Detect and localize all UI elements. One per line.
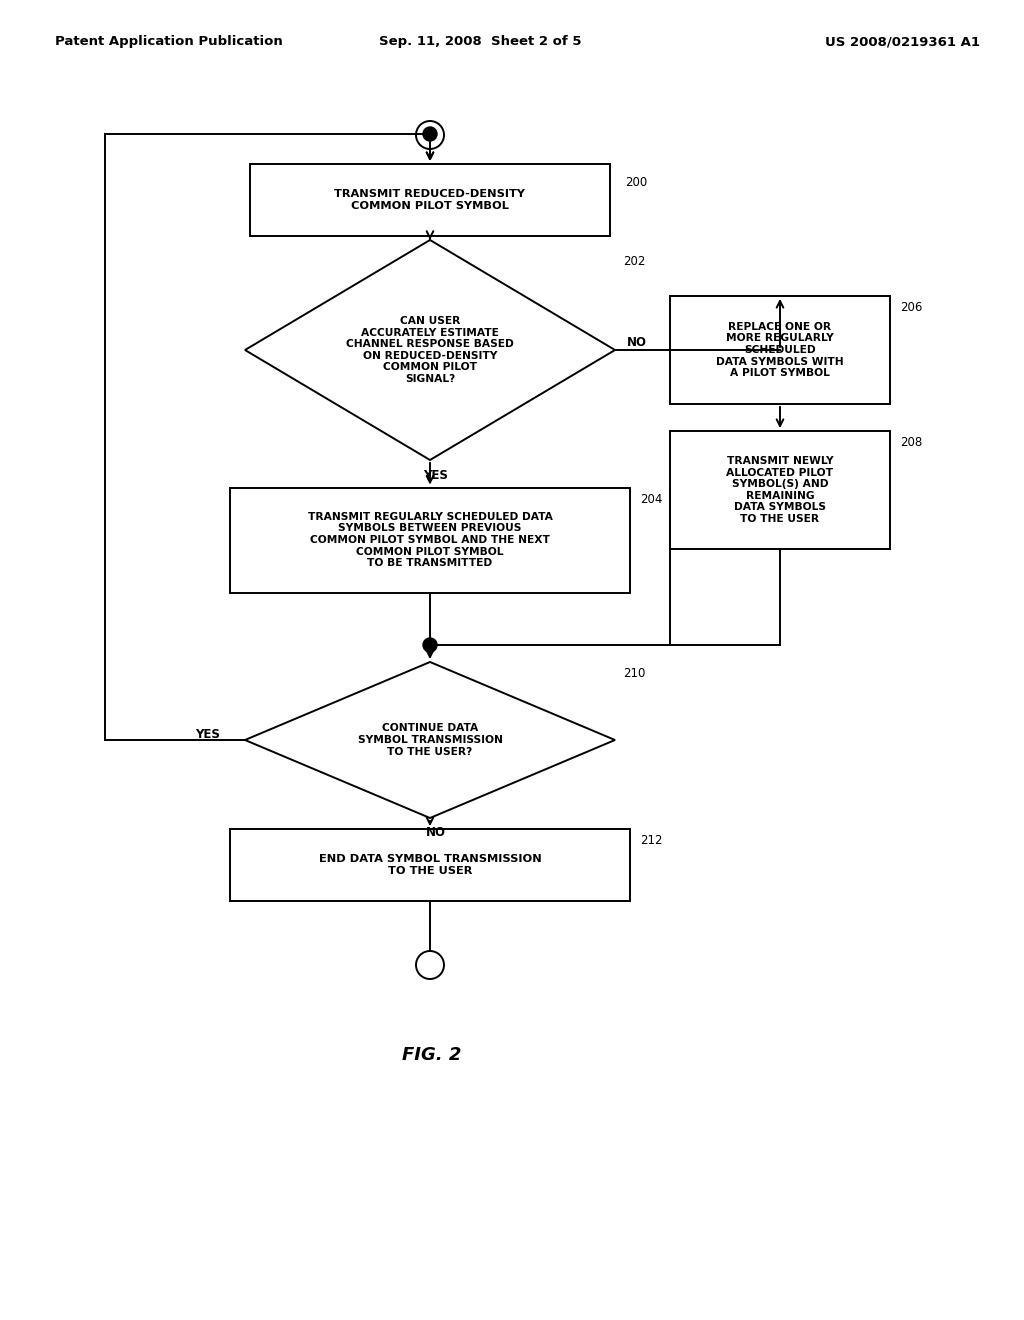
Polygon shape: [245, 663, 615, 818]
FancyBboxPatch shape: [230, 487, 630, 593]
Text: 210: 210: [623, 667, 645, 680]
Text: 206: 206: [900, 301, 923, 314]
Circle shape: [423, 127, 437, 141]
Text: Sep. 11, 2008  Sheet 2 of 5: Sep. 11, 2008 Sheet 2 of 5: [379, 36, 582, 49]
Text: US 2008/0219361 A1: US 2008/0219361 A1: [825, 36, 980, 49]
Circle shape: [416, 121, 444, 149]
Circle shape: [416, 950, 444, 979]
Text: NO: NO: [627, 337, 647, 350]
Text: CONTINUE DATA
SYMBOL TRANSMISSION
TO THE USER?: CONTINUE DATA SYMBOL TRANSMISSION TO THE…: [357, 723, 503, 756]
Text: FIG. 2: FIG. 2: [402, 1045, 462, 1064]
Text: 204: 204: [640, 492, 663, 506]
Text: Patent Application Publication: Patent Application Publication: [55, 36, 283, 49]
FancyBboxPatch shape: [230, 829, 630, 902]
Text: TRANSMIT REGULARLY SCHEDULED DATA
SYMBOLS BETWEEN PREVIOUS
COMMON PILOT SYMBOL A: TRANSMIT REGULARLY SCHEDULED DATA SYMBOL…: [307, 512, 552, 568]
Text: REPLACE ONE OR
MORE REGULARLY
SCHEDULED
DATA SYMBOLS WITH
A PILOT SYMBOL: REPLACE ONE OR MORE REGULARLY SCHEDULED …: [716, 322, 844, 379]
Circle shape: [423, 638, 437, 652]
Text: TRANSMIT REDUCED-DENSITY
COMMON PILOT SYMBOL: TRANSMIT REDUCED-DENSITY COMMON PILOT SY…: [335, 189, 525, 211]
FancyBboxPatch shape: [250, 164, 610, 236]
Text: YES: YES: [196, 727, 220, 741]
Text: 200: 200: [625, 176, 647, 189]
Text: CAN USER
ACCURATELY ESTIMATE
CHANNEL RESPONSE BASED
ON REDUCED-DENSITY
COMMON PI: CAN USER ACCURATELY ESTIMATE CHANNEL RES…: [346, 315, 514, 384]
Text: END DATA SYMBOL TRANSMISSION
TO THE USER: END DATA SYMBOL TRANSMISSION TO THE USER: [318, 854, 542, 875]
Text: 208: 208: [900, 436, 923, 449]
Text: 212: 212: [640, 834, 663, 847]
Text: YES: YES: [424, 469, 449, 482]
Text: 202: 202: [623, 255, 645, 268]
FancyBboxPatch shape: [670, 432, 890, 549]
FancyBboxPatch shape: [670, 296, 890, 404]
Text: NO: NO: [426, 826, 446, 840]
Polygon shape: [245, 240, 615, 459]
Text: TRANSMIT NEWLY
ALLOCATED PILOT
SYMBOL(S) AND
REMAINING
DATA SYMBOLS
TO THE USER: TRANSMIT NEWLY ALLOCATED PILOT SYMBOL(S)…: [726, 455, 834, 524]
